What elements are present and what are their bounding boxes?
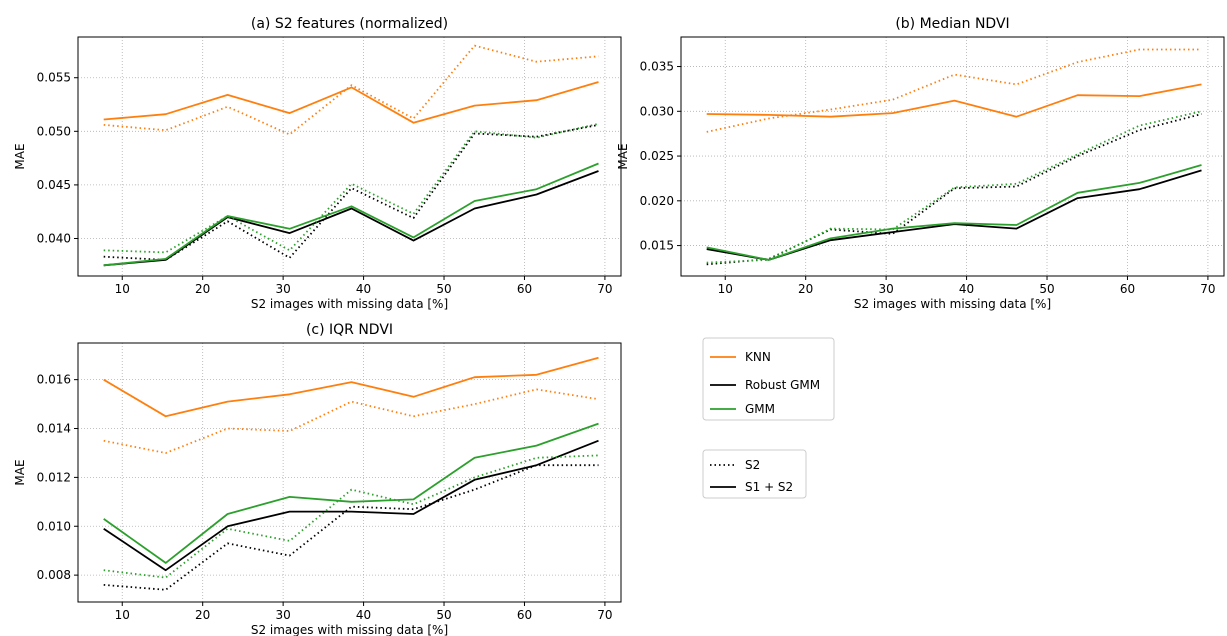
legend-styles-frame <box>702 449 807 499</box>
legend-label-s2: S2 <box>745 458 760 472</box>
x-tick-label: 20 <box>195 608 210 622</box>
x-tick-label: 20 <box>195 282 210 296</box>
series-robust-gmm-s1-s2 <box>103 439 599 572</box>
y-tick-label: 0.016 <box>37 373 71 387</box>
y-tick-label: 0.035 <box>640 60 674 74</box>
panel-title: (c) IQR NDVI <box>306 322 393 338</box>
x-tick-label: 50 <box>1039 282 1054 296</box>
legend-label-gmm: GMM <box>745 402 775 416</box>
series-knn-s2 <box>103 388 599 454</box>
legend-styles: S2 S1 + S2 <box>702 449 807 499</box>
x-tick-label: 30 <box>275 282 290 296</box>
axes-frame <box>680 36 1225 277</box>
series-knn-s1-s2 <box>103 356 599 418</box>
x-tick-label: 60 <box>1120 282 1135 296</box>
panel-s2-features: 10 20 30 40 50 60 70 0.040 0.045 0.050 0.055 (a) S2… <box>13 16 622 311</box>
series-gmm-s2 <box>103 454 599 579</box>
series-knn-s1-s2 <box>706 83 1202 118</box>
x-tick-label: 40 <box>959 282 974 296</box>
y-tick-label: 0.025 <box>640 149 674 163</box>
y-tick-label: 0.010 <box>37 519 71 533</box>
series-gmm-s2 <box>103 122 599 254</box>
x-axis-label: S2 images with missing data [%] <box>251 623 448 636</box>
panel-iqr-ndvi: 10 20 30 40 50 60 70 0.008 0.010 0.012 0.014 0.016 (… <box>13 322 622 636</box>
x-tick-label: 10 <box>718 282 733 296</box>
x-axis-label: S2 images with missing data [%] <box>854 297 1051 311</box>
y-tick-label: 0.055 <box>37 71 71 85</box>
x-tick-label: 70 <box>597 608 612 622</box>
x-tick-label: 20 <box>798 282 813 296</box>
legend-label-robust-gmm: Robust GMM <box>745 378 820 392</box>
y-tick-label: 0.020 <box>640 194 674 208</box>
series-gmm-s1-s2 <box>103 422 599 564</box>
series-gmm-s1-s2 <box>706 164 1202 261</box>
x-tick-label: 40 <box>356 608 371 622</box>
y-tick-label: 0.045 <box>37 178 71 192</box>
x-tick-label: 60 <box>517 282 532 296</box>
legend-label-knn: KNN <box>745 350 771 364</box>
series-robust-gmm-s1-s2 <box>706 169 1202 261</box>
y-axis-label: MAE <box>616 143 630 169</box>
x-tick-label: 60 <box>517 608 532 622</box>
series-gmm-s1-s2 <box>103 162 599 267</box>
panel-median-ndvi: 10 20 30 40 50 60 70 0.015 0.020 0.025 0.030 0.035 (… <box>616 16 1225 311</box>
x-tick-label: 50 <box>436 608 451 622</box>
x-axis-label: S2 images with missing data [%] <box>251 297 448 311</box>
y-tick-label: 0.008 <box>37 568 71 582</box>
legend-label-s1-s2: S1 + S2 <box>745 480 793 494</box>
y-tick-label: 0.050 <box>37 124 71 138</box>
y-tick-label: 0.040 <box>37 231 71 245</box>
axes-frame <box>77 36 622 277</box>
x-tick-label: 50 <box>436 282 451 296</box>
y-tick-label: 0.015 <box>640 239 674 253</box>
axes-frame <box>77 342 622 603</box>
x-tick-label: 40 <box>356 282 371 296</box>
y-axis-label: MAE <box>13 143 27 169</box>
x-tick-label: 10 <box>115 282 130 296</box>
legend-methods-frame <box>702 337 835 421</box>
panel-title: (a) S2 features (normalized) <box>251 16 448 32</box>
x-tick-label: 10 <box>115 608 130 622</box>
series-knn-s2 <box>103 44 599 136</box>
x-tick-label: 30 <box>275 608 290 622</box>
y-tick-label: 0.012 <box>37 470 71 484</box>
x-tick-label: 70 <box>597 282 612 296</box>
y-tick-label: 0.014 <box>37 422 71 436</box>
x-tick-label: 30 <box>878 282 893 296</box>
series-knn-s1-s2 <box>103 81 599 124</box>
y-axis-label: MAE <box>13 459 27 485</box>
panel-title: (b) Median NDVI <box>895 16 1009 32</box>
x-tick-label: 70 <box>1200 282 1215 296</box>
y-tick-label: 0.030 <box>640 104 674 118</box>
series-robust-gmm-s2 <box>103 124 599 261</box>
legend-methods: KNN Robust GMM GMM <box>702 337 835 421</box>
